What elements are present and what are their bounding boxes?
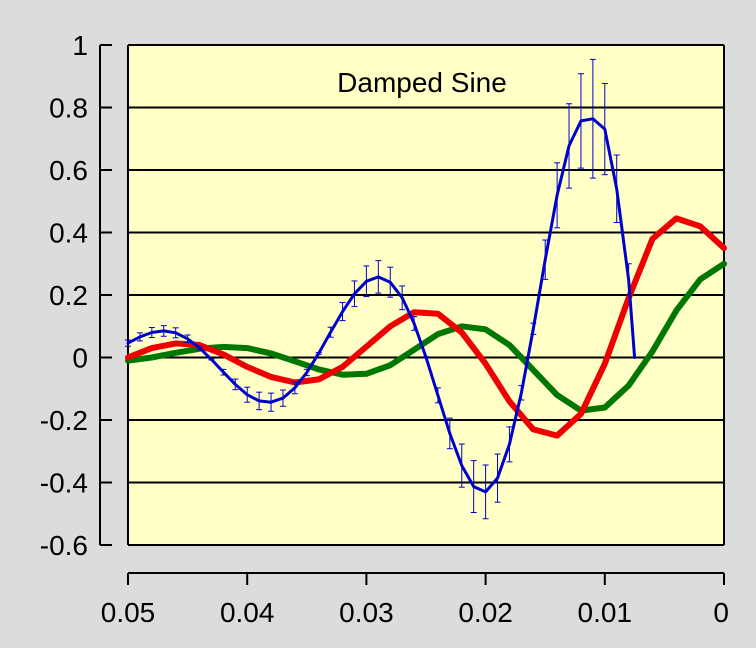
error-bar — [208, 358, 215, 361]
red-series — [125, 215, 727, 439]
error-bar — [268, 392, 275, 412]
error-bar — [244, 386, 251, 403]
x-tick-label: 0.02 — [458, 597, 513, 628]
error-bar — [494, 453, 501, 503]
error-bar — [387, 266, 394, 298]
error-bar — [196, 345, 203, 351]
x-tick-label: 0.01 — [578, 597, 633, 628]
chart-title: Damped Sine — [337, 67, 507, 98]
error-bar — [411, 316, 418, 331]
y-tick-label: 0 — [72, 343, 88, 374]
series-layer — [125, 58, 727, 520]
error-bar — [470, 460, 477, 513]
green-series-line — [125, 260, 727, 414]
error-bar — [530, 322, 537, 335]
red-series-line — [125, 215, 727, 439]
error-bar — [172, 327, 179, 339]
y-tick-label: 0.2 — [49, 280, 88, 311]
x-tick-label: 0.05 — [101, 597, 156, 628]
y-tick-label: 0.8 — [49, 93, 88, 124]
error-bar — [279, 389, 286, 407]
y-axis-tick-labels: 1 0.8 0.6 0.4 0.2 0 -0.2 -0.4 -0.6 — [40, 30, 88, 561]
error-bar — [136, 332, 143, 342]
y-tick-label: 1 — [72, 30, 88, 61]
y-tick-label: 0.6 — [49, 155, 88, 186]
error-bar — [566, 103, 573, 189]
error-bar — [256, 391, 263, 411]
error-bar — [446, 417, 453, 450]
error-bar — [506, 426, 513, 463]
error-bar — [554, 162, 561, 229]
error-bar — [351, 280, 358, 308]
y-tick-label: 0.4 — [49, 218, 88, 249]
error-bar — [542, 239, 549, 280]
x-tick-label: 0.03 — [339, 597, 394, 628]
error-bar — [184, 334, 191, 343]
error-bar — [315, 352, 322, 355]
blue-series-line — [126, 117, 637, 494]
y-tick-label: -0.6 — [40, 530, 88, 561]
error-bar — [399, 285, 406, 311]
error-bar — [434, 387, 441, 404]
green-series — [125, 260, 727, 414]
error-bar — [375, 260, 382, 294]
error-bar — [220, 368, 227, 376]
error-bar — [148, 327, 155, 338]
error-bar — [601, 82, 608, 176]
error-bar — [482, 464, 489, 520]
error-bar — [363, 265, 370, 298]
error-bar — [589, 58, 596, 179]
y-tick-label: -0.2 — [40, 405, 88, 436]
error-bar — [625, 263, 632, 296]
error-bar — [423, 356, 429, 359]
axes — [99, 44, 725, 585]
x-tick-label: 0.04 — [220, 597, 275, 628]
error-bar — [458, 443, 465, 488]
error-bar — [327, 326, 334, 338]
y-tick-label: -0.4 — [40, 468, 88, 499]
error-bar — [303, 368, 310, 377]
error-bar — [160, 325, 167, 337]
error-bar — [291, 381, 298, 395]
x-tick-label: 0 — [713, 597, 729, 628]
error-bar — [125, 339, 131, 347]
error-bar — [232, 378, 239, 391]
error-bar — [577, 73, 584, 169]
error-bar — [339, 302, 346, 322]
error-bar — [518, 385, 525, 401]
blue-series — [125, 58, 637, 520]
x-axis-tick-labels: 0.05 0.04 0.03 0.02 0.01 0 — [101, 597, 729, 628]
error-bar — [613, 154, 620, 223]
